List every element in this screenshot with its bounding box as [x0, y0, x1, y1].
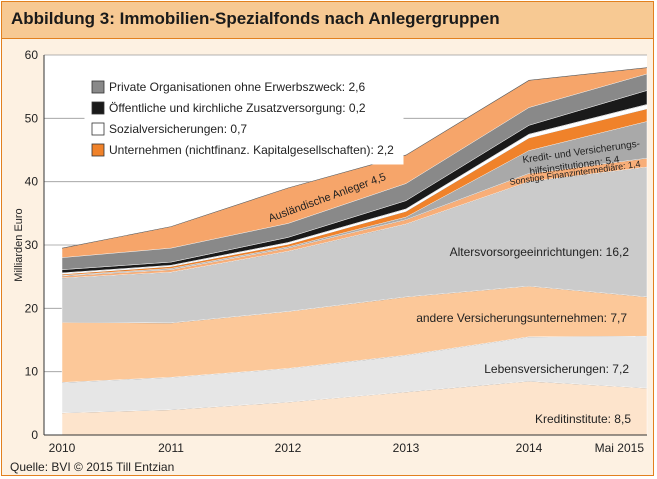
y-tick-label: 40	[25, 175, 39, 189]
y-tick-label: 10	[25, 365, 39, 379]
y-tick-labels: 0 10 20 30 40 50 60	[25, 48, 39, 442]
x-tick-labels: 2010 2011 2012 2013 2014 Mai 2015	[49, 441, 645, 455]
source-note: Quelle: BVI © 2015 Till Entzian	[10, 460, 175, 474]
axes	[43, 55, 647, 436]
x-tick-label: 2010	[49, 441, 76, 455]
label-altersvorsorge: Altersvorsorgeeinrichtungen: 16,2	[450, 245, 630, 259]
legend-swatch	[91, 143, 105, 157]
area-series-top-10	[61, 67, 648, 249]
x-tick-label: 2011	[158, 441, 184, 455]
y-tick-label: 60	[25, 48, 39, 62]
legend-label: Öffentliche und kirchliche Zusatzversorg…	[109, 101, 366, 115]
area-series	[61, 67, 648, 436]
figure-header: Abbildung 3: Immobilien-Spezialfonds nac…	[2, 2, 653, 39]
legend-swatch	[91, 101, 105, 115]
legend-label: Sozialversicherungen: 0,7	[109, 122, 247, 136]
y-tick-label: 50	[25, 111, 39, 125]
figure-title: Abbildung 3: Immobilien-Spezialfonds nac…	[11, 9, 500, 28]
y-axis-label: Milliarden Euro	[13, 208, 25, 281]
legend-box	[84, 73, 404, 165]
legend-label: Unternehmen (nichtfinanz. Kapitalgesells…	[109, 143, 394, 157]
label-kreditinstitute: Kreditinstitute: 8,5	[535, 412, 631, 426]
x-tick-label: 2012	[275, 441, 302, 455]
legend-swatch	[91, 122, 105, 136]
label-andere-versicherungen: andere Versicherungsunternehmen: 7,7	[416, 311, 627, 325]
y-tick-label: 0	[31, 428, 38, 442]
y-tick-label: 30	[25, 238, 39, 252]
legend-swatch	[91, 80, 105, 94]
x-tick-label: 2014	[516, 441, 543, 455]
legend-label: Private Organisationen ohne Erwerbszweck…	[109, 80, 365, 94]
x-tick-label: Mai 2015	[595, 441, 645, 455]
x-tick-label: 2013	[393, 441, 420, 455]
label-lebensversicherungen: Lebensversicherungen: 7,2	[484, 362, 629, 376]
stacked-area-chart: 0 10 20 30 40 50 60 2010 2011 2012 2013 2014 Mai 20…	[13, 48, 648, 455]
y-tick-label: 20	[25, 301, 39, 315]
legend: Private Organisationen ohne Erwerbszweck…	[84, 73, 404, 165]
